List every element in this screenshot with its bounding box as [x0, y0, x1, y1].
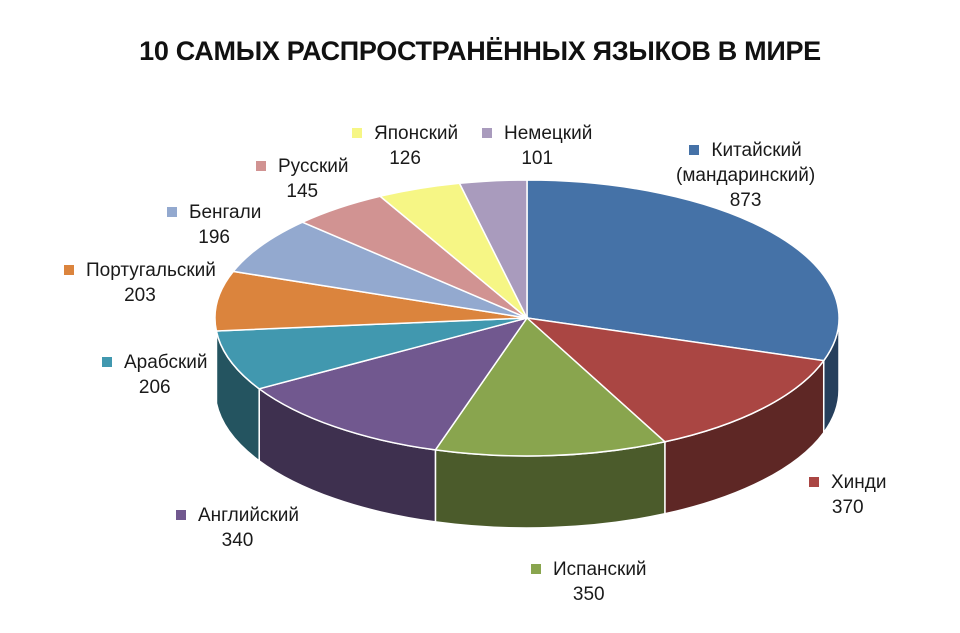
label-name-line: Русский [256, 154, 349, 179]
label-name-line: Английский [176, 503, 299, 528]
data-label-бенгали: Бенгали 196 [167, 200, 261, 250]
label-name: Английский [198, 505, 299, 526]
legend-key-icon [809, 477, 819, 487]
label-name: Бенгали [189, 202, 261, 223]
legend-key-icon [176, 510, 186, 520]
data-label-испанский: Испанский 350 [531, 557, 647, 607]
label-value: 340 [176, 528, 299, 553]
label-value: 203 [64, 283, 216, 308]
legend-key-icon [256, 161, 266, 171]
label-value: 126 [352, 146, 458, 171]
data-label-португальский: Португальский 203 [64, 258, 216, 308]
data-label-немецкий: Немецкий 101 [482, 121, 592, 171]
label-name-line: (мандаринский) [676, 163, 815, 188]
label-name: Хинди [831, 472, 886, 493]
label-name-line: Арабский [102, 350, 208, 375]
label-name-line: Бенгали [167, 200, 261, 225]
label-name-line: Хинди [809, 470, 886, 495]
legend-key-icon [689, 145, 699, 155]
data-label-китайский-мандаринский: Китайский (мандаринский) 873 [676, 138, 815, 213]
pie-tops [215, 180, 839, 456]
label-name: (мандаринский) [676, 165, 815, 186]
label-name: Китайский [711, 140, 801, 161]
label-value: 206 [102, 375, 208, 400]
legend-key-icon [64, 265, 74, 275]
label-name: Японский [374, 123, 458, 144]
label-value: 873 [676, 188, 815, 213]
data-label-хинди: Хинди 370 [809, 470, 886, 520]
label-value: 145 [256, 179, 349, 204]
legend-key-icon [102, 357, 112, 367]
legend-key-icon [531, 564, 541, 574]
label-name-line: Японский [352, 121, 458, 146]
data-label-арабский: Арабский 206 [102, 350, 208, 400]
legend-key-icon [167, 207, 177, 217]
label-name: Русский [278, 156, 349, 177]
label-value: 350 [531, 582, 647, 607]
label-value: 196 [167, 225, 261, 250]
label-name-line: Китайский [676, 138, 815, 163]
data-label-русский: Русский 145 [256, 154, 349, 204]
label-name: Португальский [86, 260, 216, 281]
data-label-японский: Японский 126 [352, 121, 458, 171]
label-name: Испанский [553, 559, 647, 580]
label-name-line: Немецкий [482, 121, 592, 146]
legend-key-icon [352, 128, 362, 138]
data-label-английский: Английский 340 [176, 503, 299, 553]
label-name-line: Португальский [64, 258, 216, 283]
label-value: 101 [482, 146, 592, 171]
label-value: 370 [809, 495, 886, 520]
label-name: Немецкий [504, 123, 592, 144]
label-name: Арабский [124, 352, 208, 373]
legend-key-icon [482, 128, 492, 138]
label-name-line: Испанский [531, 557, 647, 582]
